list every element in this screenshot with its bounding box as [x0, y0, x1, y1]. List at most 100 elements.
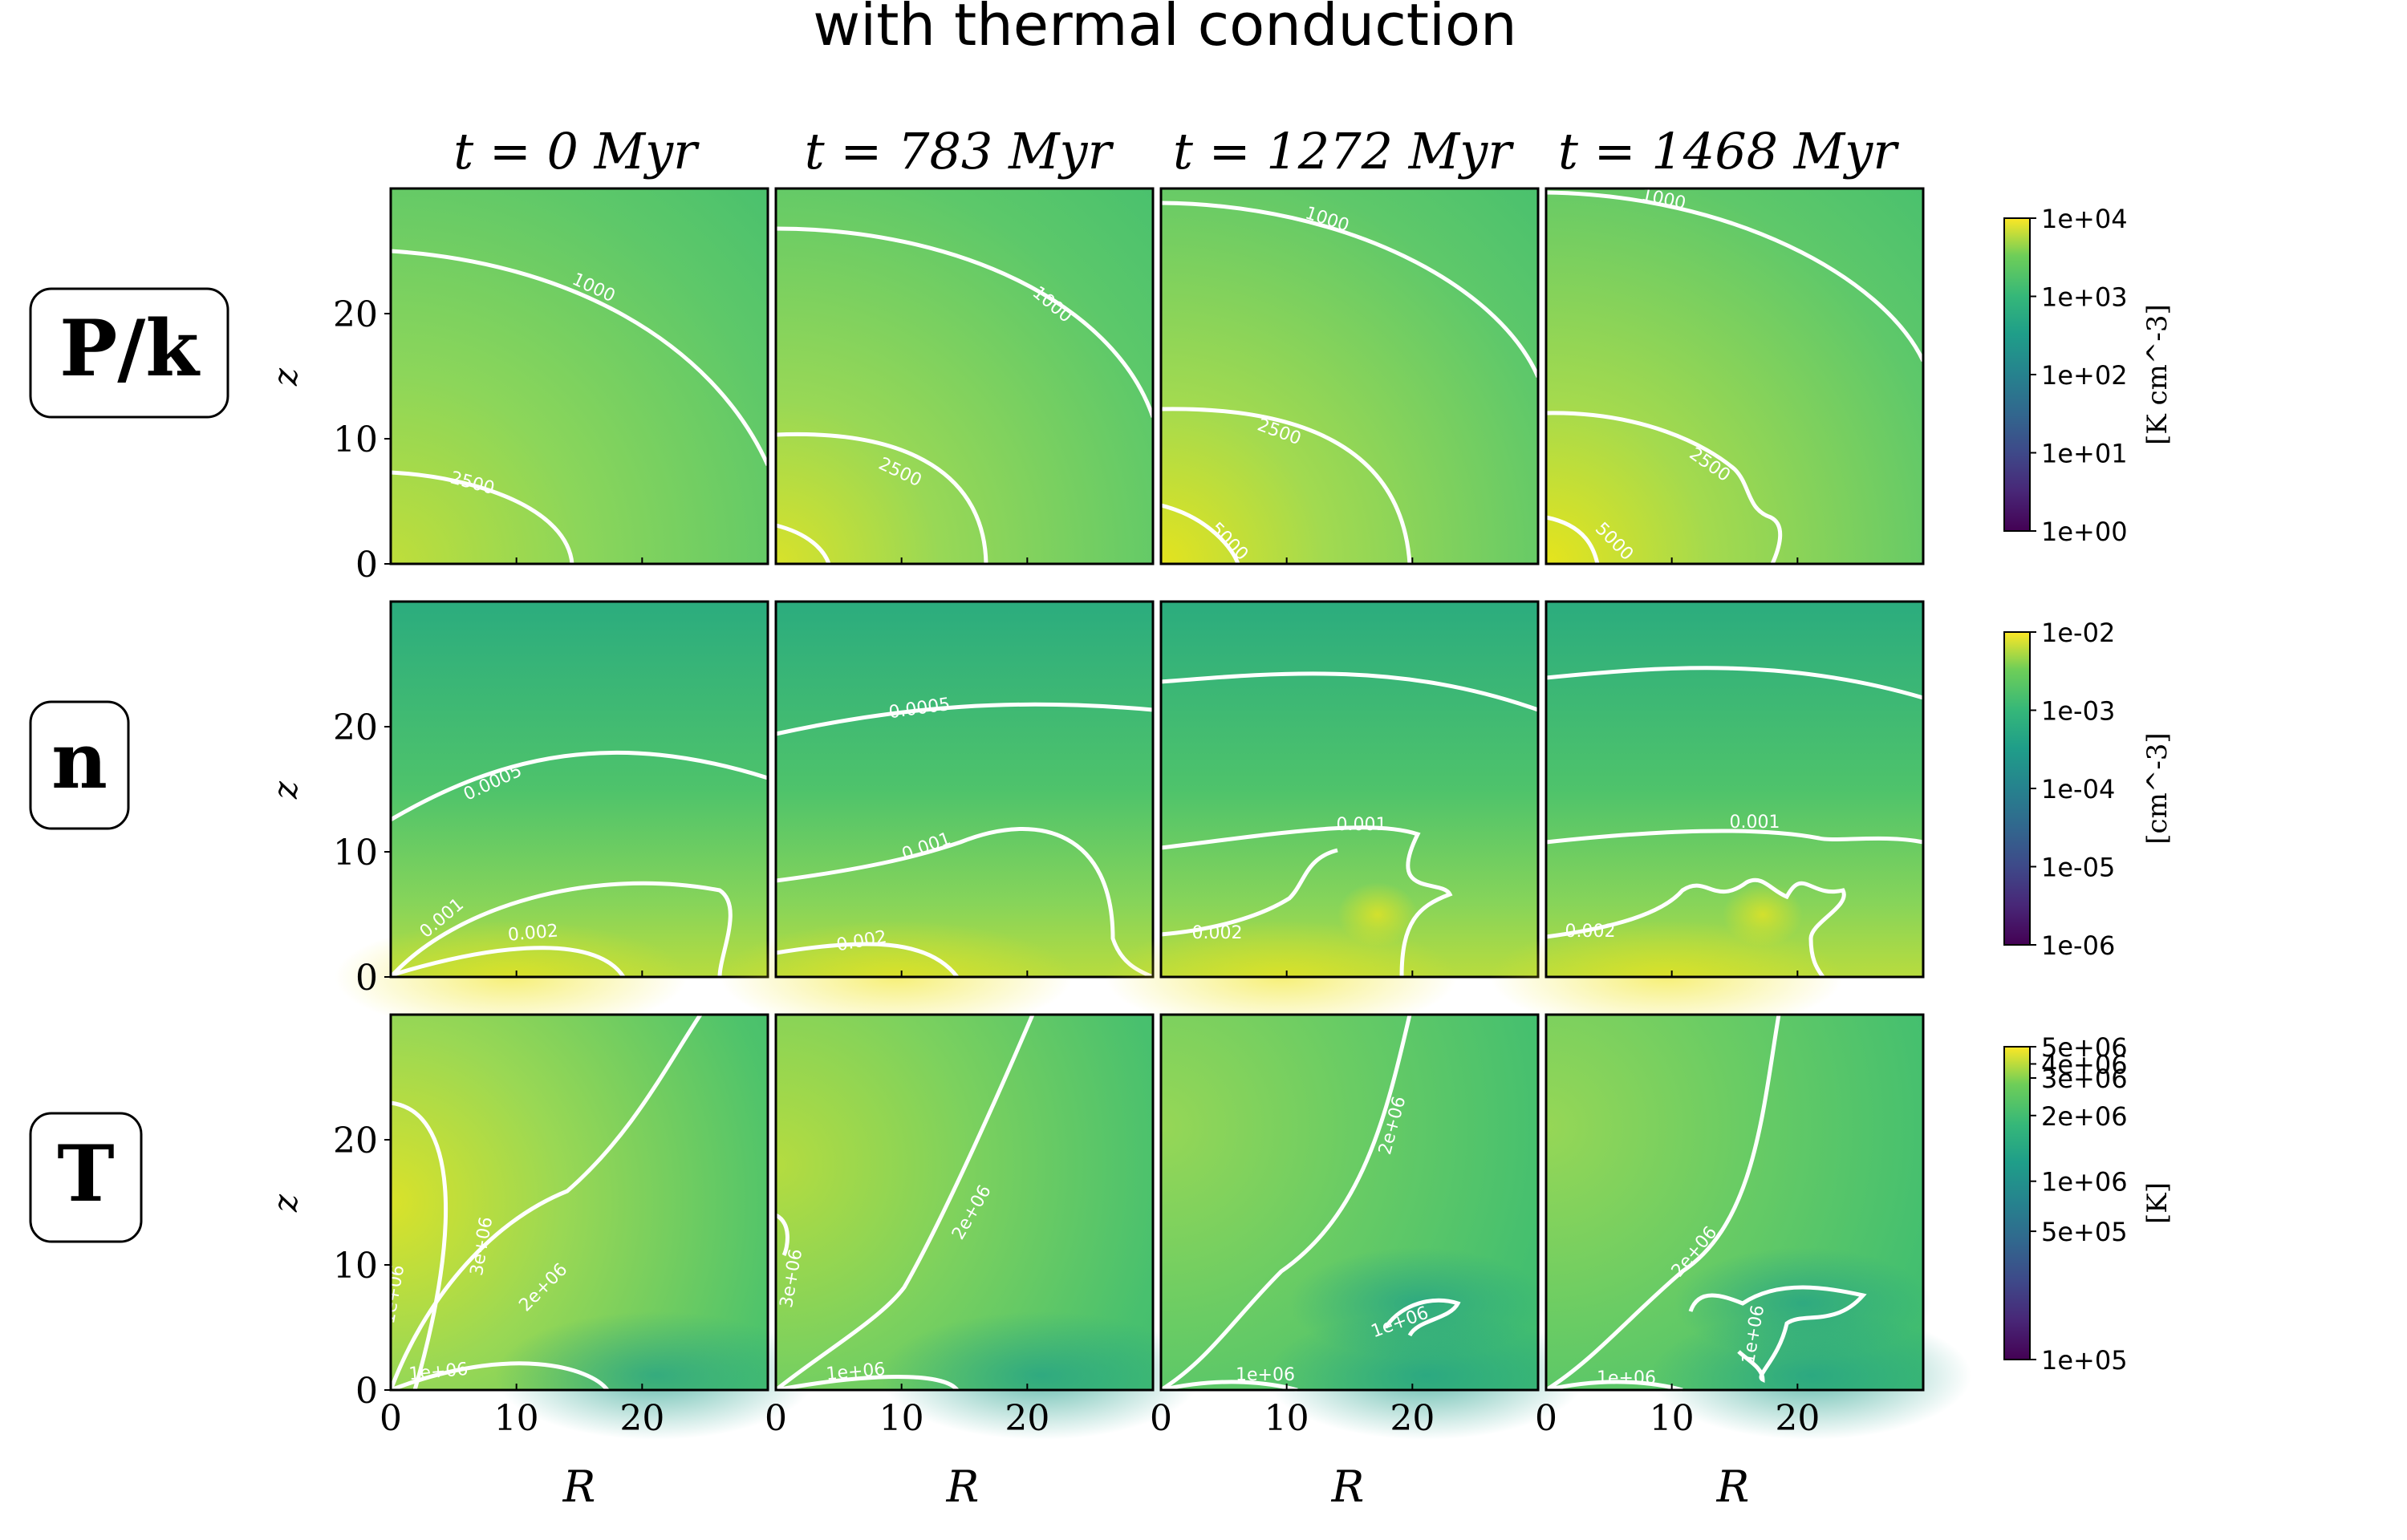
row-label-pressure-text: P/k — [59, 303, 201, 394]
x-tick-label: 10 — [494, 1398, 539, 1439]
contour-label: 1e+06 — [1597, 1368, 1656, 1388]
x-axis-label-col-1: R — [946, 1461, 980, 1512]
x-tick-label: 20 — [1005, 1398, 1049, 1439]
column-header-1: t = 783 Myr — [805, 122, 1114, 180]
contour-label: 0.001 — [1337, 815, 1387, 835]
dense-clump — [1337, 882, 1418, 946]
y-tick-label: 0 — [355, 545, 378, 586]
contour-line — [775, 523, 831, 565]
contour-line — [1688, 1285, 1867, 1384]
colorbar-tick-label: 5e+06 — [2041, 1032, 2128, 1063]
contour-label: 0.002 — [1192, 923, 1243, 943]
panel-frame — [389, 187, 769, 565]
x-tick-label: 20 — [619, 1398, 664, 1439]
column-header-3: t = 1468 Myr — [1558, 122, 1899, 180]
colorbar-unit-label: [K] — [2141, 1182, 2174, 1224]
contour-line — [774, 1213, 789, 1257]
contour-line — [1160, 407, 1412, 565]
contour-line — [390, 470, 574, 565]
contour-line — [1545, 829, 1924, 845]
panel-r1-c3: 0.001 0.002 — [1490, 600, 1925, 1033]
colorbar-tick-label: 1e-04 — [2041, 774, 2115, 804]
y-tick-label: 20 — [333, 1121, 378, 1161]
colorbar-gradient — [2003, 217, 2031, 532]
contour-line — [1160, 671, 1539, 712]
heatmap-fill — [1161, 188, 1538, 564]
colorbar-gradient — [2003, 1046, 2031, 1360]
contour-label: 0.001 — [1730, 813, 1780, 833]
cool-region — [880, 1311, 1201, 1440]
row-label-pressure: P/k — [29, 287, 229, 419]
colorbar-tick-label: 1e-02 — [2041, 618, 2115, 648]
panel-frame — [1544, 187, 1925, 565]
x-tick-label: 10 — [1264, 1398, 1309, 1439]
x-axis-label-col-0: R — [562, 1461, 596, 1512]
contour-line — [388, 1013, 703, 1391]
x-axis-label-col-3: R — [1716, 1461, 1750, 1512]
x-tick-label: 0 — [1150, 1398, 1172, 1439]
panel-frame — [1159, 187, 1540, 565]
contour-line — [774, 1014, 1035, 1392]
colorbar-unit-label: [K cm^-3] — [2141, 304, 2174, 445]
contour-line — [775, 226, 1155, 418]
colorbar-tick-label: 1e+05 — [2041, 1345, 2128, 1376]
contour-line — [775, 1375, 960, 1392]
colorbar-tick-label: 1e-06 — [2041, 930, 2115, 961]
colorbar-tick-label: 1e+03 — [2041, 282, 2128, 313]
y-tick-label: 0 — [355, 958, 378, 999]
colorbar-tick-label: 1e+04 — [2041, 204, 2128, 234]
contour-label: 0.002 — [1565, 922, 1616, 942]
colorbar-tick-label: 2e+06 — [2041, 1101, 2128, 1132]
panel-frame — [774, 600, 1155, 979]
contour-line — [389, 881, 733, 979]
y-tick-label: 10 — [333, 419, 378, 460]
dense-clump — [1723, 882, 1803, 946]
heatmap-fill — [391, 188, 768, 564]
row-label-temperature-text: T — [57, 1129, 114, 1219]
contour-line — [390, 249, 770, 467]
contour-label: 0.002 — [507, 921, 559, 945]
colorbar-tick-label: 5e+05 — [2041, 1217, 2128, 1247]
figure-title: with thermal conduction — [813, 0, 1516, 59]
cool-region — [495, 1311, 816, 1440]
panel-frame — [389, 600, 769, 979]
x-tick-label: 10 — [1650, 1398, 1695, 1439]
cool-region-mid — [1674, 1247, 1931, 1360]
panel-frame — [1544, 600, 1925, 979]
heatmap-fill — [1546, 188, 1923, 564]
row-label-temperature: T — [29, 1112, 143, 1243]
contour-line — [1160, 503, 1240, 565]
colorbar-tick-label: 1e-05 — [2041, 853, 2115, 883]
contour-line — [1545, 515, 1600, 565]
colorbar-tick-label: 1e+00 — [2041, 517, 2128, 547]
contour-line — [775, 942, 959, 979]
contour-line — [1160, 848, 1338, 937]
heatmap-fill — [776, 188, 1153, 564]
contour-line — [1545, 190, 1926, 363]
x-tick-label: 10 — [879, 1398, 924, 1439]
contour-line — [1160, 1380, 1298, 1392]
heatmap-fill — [776, 602, 1153, 977]
x-tick-label: 0 — [380, 1398, 402, 1439]
y-axis-label-row-2: z — [266, 1194, 305, 1213]
row-label-density: n — [29, 700, 130, 830]
colorbar-tick-label: 1e+06 — [2041, 1167, 2128, 1198]
contour-line — [1544, 1014, 1781, 1392]
contour-line — [1545, 877, 1846, 979]
colorbar-tick-label: 3e+06 — [2041, 1064, 2128, 1094]
panel-frame — [1159, 1013, 1540, 1392]
colorbar-gradient — [2003, 631, 2031, 946]
contour-line — [775, 702, 1154, 736]
colorbar-tick-label: 1e+01 — [2041, 439, 2128, 469]
